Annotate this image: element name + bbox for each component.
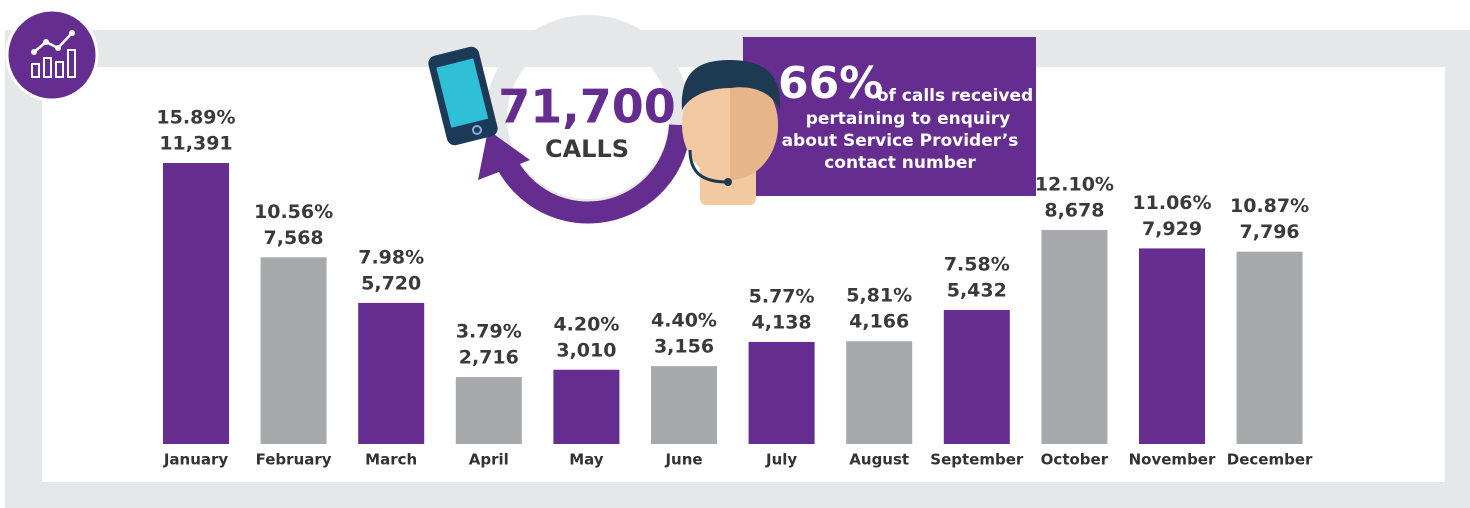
x-tick-label: March: [365, 451, 417, 469]
value-label: 5,720: [361, 272, 421, 294]
percent-label: 11.06%: [1132, 192, 1211, 214]
percent-label: 5.77%: [749, 285, 815, 307]
value-label: 7,929: [1142, 218, 1202, 240]
value-label: 7,796: [1240, 221, 1300, 243]
callout-text: pertaining to enquiry: [806, 109, 1011, 129]
percent-label: 3.79%: [456, 321, 522, 343]
agent-icon: [681, 60, 781, 205]
share-value: 66%: [778, 58, 883, 109]
bar: [553, 369, 620, 444]
bar: [260, 257, 327, 444]
bar: [943, 310, 1010, 444]
bar: [1139, 248, 1205, 444]
bar: [358, 302, 425, 444]
value-label: 5,432: [947, 280, 1007, 302]
chart-icon: [5, 8, 99, 102]
x-tick-label: June: [664, 451, 702, 469]
bar: [163, 163, 229, 444]
x-tick-label: January: [163, 451, 229, 469]
phone-icon: [428, 46, 498, 146]
x-tick-label: September: [930, 451, 1024, 469]
value-label: 2,716: [459, 347, 519, 369]
value-label: 3,156: [654, 336, 714, 358]
value-label: 8,678: [1044, 199, 1104, 221]
value-label: 4,138: [752, 311, 812, 333]
percent-label: 5,81%: [846, 285, 912, 307]
x-tick-label: October: [1041, 451, 1109, 469]
bar: [1041, 229, 1108, 444]
bar: [1236, 251, 1303, 444]
x-tick-label: December: [1227, 451, 1313, 469]
percent-label: 10.87%: [1230, 195, 1309, 217]
total-unit: CALLS: [545, 135, 629, 163]
x-tick-label: July: [765, 451, 797, 469]
x-tick-label: November: [1129, 451, 1216, 469]
bar: [455, 377, 522, 444]
bar: [748, 341, 815, 444]
percent-label: 4.20%: [553, 313, 619, 335]
bar: [846, 341, 913, 444]
percent-label: 12.10%: [1035, 173, 1114, 195]
x-tick-label: February: [256, 451, 332, 469]
x-tick-label: May: [569, 451, 604, 469]
x-tick-label: April: [469, 451, 509, 469]
callout-text: contact number: [824, 153, 976, 173]
percent-label: 15.89%: [156, 107, 235, 129]
cycle-arrow: [478, 15, 691, 224]
callout-box: [743, 37, 1036, 196]
percent-label: 7.58%: [944, 254, 1010, 276]
x-tick-label: August: [849, 451, 909, 469]
percent-label: 7.98%: [358, 246, 424, 268]
bar: [651, 366, 717, 444]
value-label: 7,568: [264, 227, 324, 249]
callout-text: about Service Provider’s: [782, 131, 1019, 151]
percent-label: 4.40%: [651, 310, 717, 332]
total-calls: 71,700: [498, 80, 676, 134]
value-label: 11,391: [159, 133, 232, 155]
callout-text: of calls received: [877, 86, 1033, 106]
value-label: 3,010: [556, 339, 616, 361]
percent-label: 10.56%: [254, 201, 333, 223]
value-label: 4,166: [849, 311, 909, 333]
